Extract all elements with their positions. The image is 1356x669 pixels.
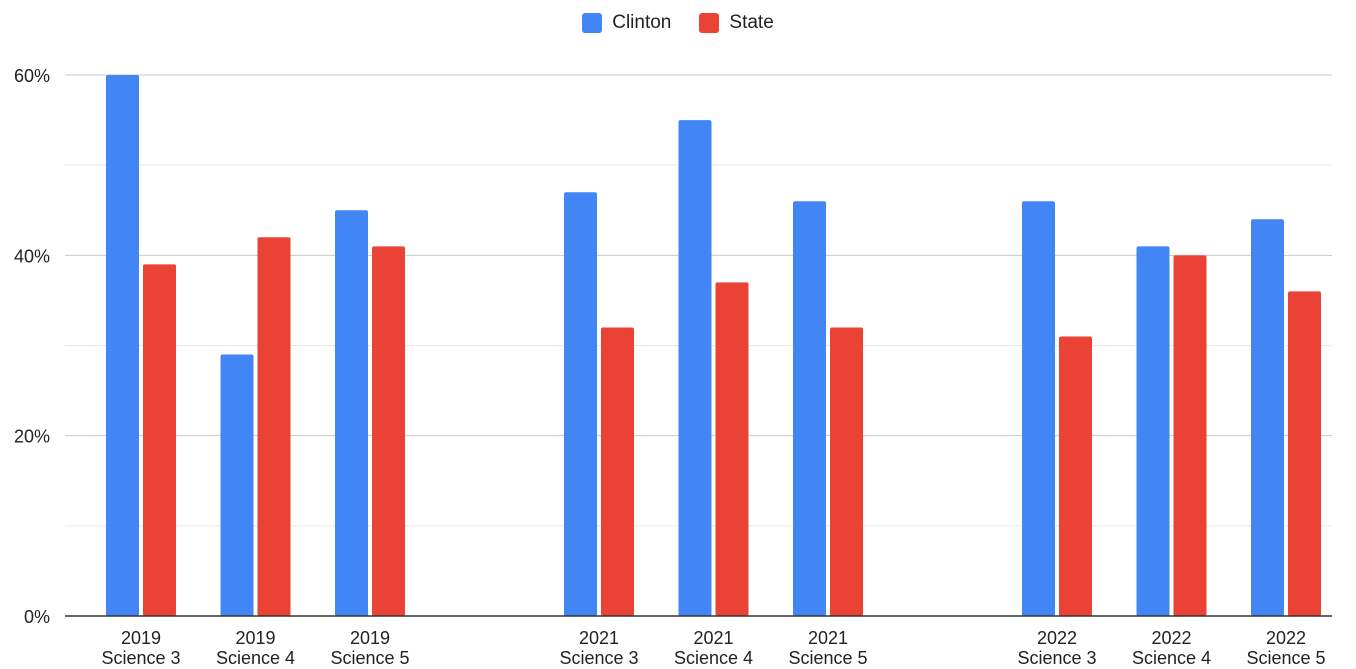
x-tick-label: 2021 [693,628,733,648]
bar-clinton [564,192,597,616]
legend-item-clinton: Clinton [582,12,671,34]
x-tick-label: Science 5 [788,648,867,668]
legend-item-state: State [699,12,774,34]
bar-state [1173,255,1207,617]
x-tick-label: Science 4 [674,648,753,668]
x-tick-label: Science 3 [1017,648,1096,668]
legend-label-clinton: Clinton [612,12,672,33]
legend-swatch-clinton [582,13,603,33]
x-tick-label: 2021 [579,628,619,648]
bar-clinton [1251,219,1284,616]
y-tick-label: 20% [14,427,50,447]
x-tick-label: Science 3 [101,648,180,668]
bar-clinton [220,354,254,616]
legend: Clinton State [0,12,1356,34]
x-tick-label: Science 4 [1132,648,1211,668]
x-tick-label: Science 4 [216,648,295,668]
bar-clinton [1136,246,1170,617]
x-tick-label: 2022 [1266,628,1306,648]
bar-state [1288,291,1321,616]
bar-state [1059,336,1092,616]
x-tick-label: 2021 [808,628,848,648]
legend-label-state: State [729,12,774,33]
bar-state [715,282,749,616]
x-tick-label: Science 3 [559,648,638,668]
bar-clinton [678,120,712,616]
bar-clinton [335,210,368,616]
x-tick-label: 2022 [1151,628,1191,648]
x-tick-label: Science 5 [1246,648,1325,668]
bar-clinton [106,75,139,616]
y-tick-label: 0% [24,607,50,627]
bar-state [830,327,863,616]
x-tick-label: 2022 [1037,628,1077,648]
x-tick-label: 2019 [121,628,161,648]
bar-state [372,246,405,617]
bar-clinton [1022,201,1055,616]
x-tick-label: 2019 [350,628,390,648]
y-tick-label: 40% [14,246,50,266]
bar-state [601,327,634,616]
bar-clinton [793,201,826,616]
x-tick-label: Science 5 [330,648,409,668]
legend-swatch-state [699,13,720,33]
y-tick-label: 60% [14,66,50,86]
x-tick-label: 2019 [235,628,275,648]
bar-state [143,264,176,616]
bar-state [257,237,291,617]
